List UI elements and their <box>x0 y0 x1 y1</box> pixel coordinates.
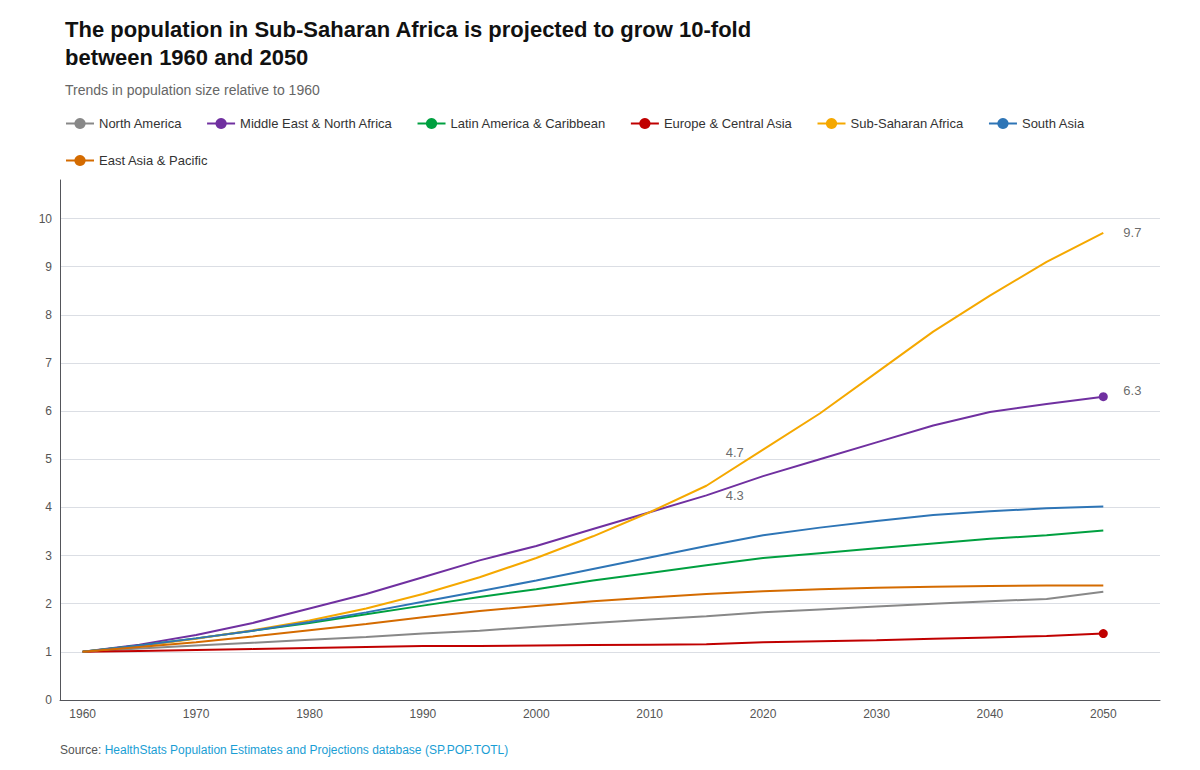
svg-text:Middle East & North Africa: Middle East & North Africa <box>240 116 392 131</box>
svg-text:Latin America & Caribbean: Latin America & Caribbean <box>451 116 606 131</box>
svg-text:Europe & Central Asia: Europe & Central Asia <box>664 116 793 131</box>
svg-text:9.7: 9.7 <box>1123 225 1141 240</box>
svg-text:2010: 2010 <box>636 707 663 721</box>
svg-text:4.7: 4.7 <box>726 445 744 460</box>
svg-text:9: 9 <box>45 260 52 274</box>
svg-text:2050: 2050 <box>1090 707 1117 721</box>
svg-text:0: 0 <box>45 693 52 707</box>
svg-text:2: 2 <box>45 597 52 611</box>
svg-text:4.3: 4.3 <box>726 488 744 503</box>
svg-text:HealthStats Population Estimat: HealthStats Population Estimates and Pro… <box>105 743 509 757</box>
svg-text:8: 8 <box>45 308 52 322</box>
svg-text:Trends in population size rela: Trends in population size relative to 19… <box>65 82 320 98</box>
svg-text:2030: 2030 <box>863 707 890 721</box>
svg-text:1960: 1960 <box>69 707 96 721</box>
svg-text:1970: 1970 <box>183 707 210 721</box>
svg-text:East Asia & Pacific: East Asia & Pacific <box>99 153 208 168</box>
svg-text:South Asia: South Asia <box>1022 116 1085 131</box>
svg-text:Source:: Source: <box>60 743 101 757</box>
svg-text:3: 3 <box>45 549 52 563</box>
svg-text:4: 4 <box>45 500 52 514</box>
svg-text:7: 7 <box>45 356 52 370</box>
svg-text:1: 1 <box>45 645 52 659</box>
svg-text:between 1960 and 2050: between 1960 and 2050 <box>65 45 308 70</box>
svg-text:1980: 1980 <box>296 707 323 721</box>
svg-text:2020: 2020 <box>750 707 777 721</box>
svg-text:1990: 1990 <box>410 707 437 721</box>
svg-text:North America: North America <box>99 116 182 131</box>
svg-text:5: 5 <box>45 452 52 466</box>
svg-text:2000: 2000 <box>523 707 550 721</box>
svg-text:2040: 2040 <box>977 707 1004 721</box>
svg-text:Sub-Saharan Africa: Sub-Saharan Africa <box>851 116 965 131</box>
svg-text:6.3: 6.3 <box>1123 383 1141 398</box>
svg-text:6: 6 <box>45 404 52 418</box>
svg-text:The population in Sub-Saharan: The population in Sub-Saharan Africa is … <box>65 17 751 42</box>
svg-text:10: 10 <box>39 212 53 226</box>
